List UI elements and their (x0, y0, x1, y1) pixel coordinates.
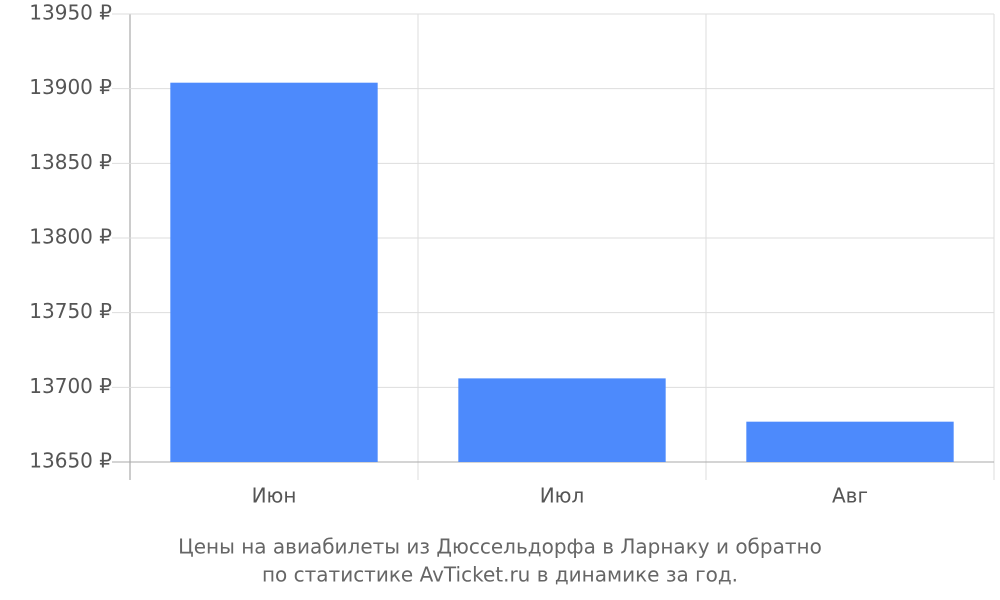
chart-title: по статистике AvTicket.ru в динамике за … (262, 563, 738, 587)
bar (458, 378, 666, 462)
y-tick-label: 13700 ₽ (29, 374, 112, 398)
y-tick-label: 13900 ₽ (29, 75, 112, 99)
x-tick-label: Июл (540, 484, 585, 508)
y-tick-label: 13800 ₽ (29, 225, 112, 249)
y-tick-label: 13750 ₽ (29, 299, 112, 323)
chart-title: Цены на авиабилеты из Дюссельдорфа в Лар… (178, 535, 822, 559)
y-tick-label: 13950 ₽ (29, 1, 112, 25)
bar (170, 82, 378, 463)
x-tick-label: Авг (832, 484, 868, 508)
y-tick-label: 13850 ₽ (29, 150, 112, 174)
bar (746, 421, 954, 462)
x-tick-label: Июн (252, 484, 297, 508)
y-tick-label: 13650 ₽ (29, 449, 112, 473)
